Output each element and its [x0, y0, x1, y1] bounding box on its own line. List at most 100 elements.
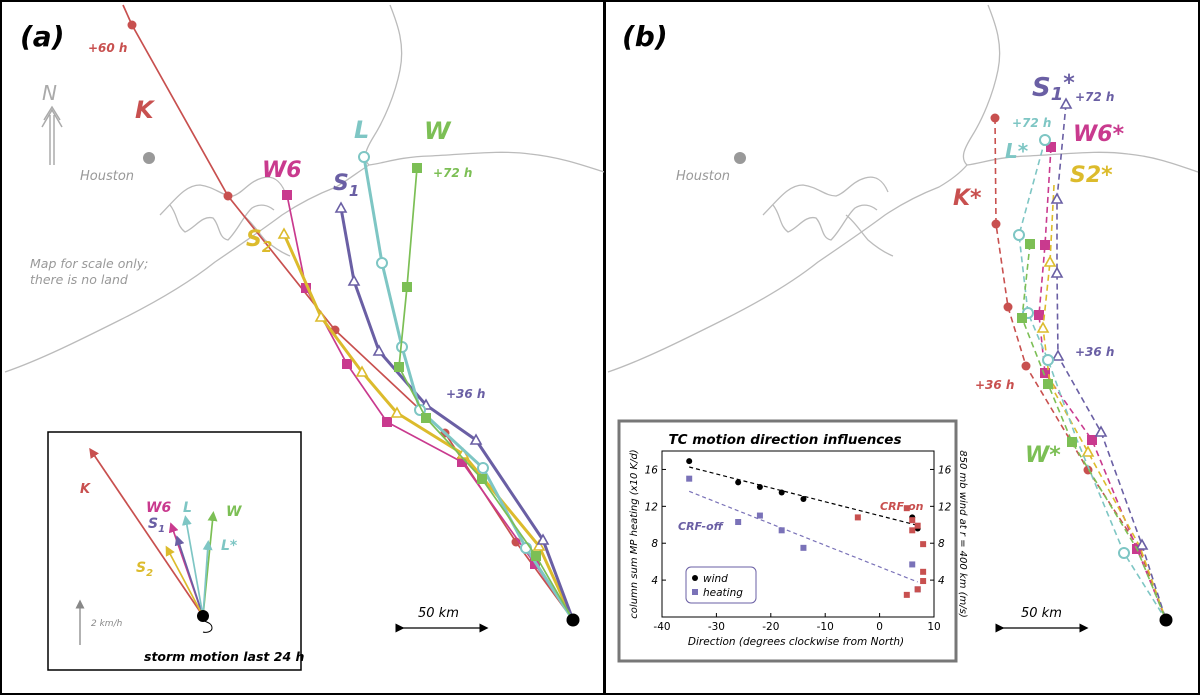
chart-ticks: -40 -30 -20 -10 0 10 4 8 12 16 4 8 12 16: [645, 464, 952, 633]
chart-title: TC motion direction influences: [668, 432, 901, 448]
x-tick-label: -30: [708, 621, 725, 633]
track-s2-markers: [277, 227, 546, 551]
label-s2-star: S2*: [1070, 163, 1113, 188]
point-heating: [735, 519, 742, 526]
panel-b-label: (b): [622, 20, 668, 53]
label-s1-star: S1*: [1032, 71, 1075, 105]
point-crf-on: [909, 517, 916, 524]
chart-points: [686, 458, 927, 598]
point-heating: [756, 512, 763, 519]
houston-dot-a: [143, 152, 155, 164]
label-s1: S1: [333, 171, 359, 200]
chart-inset: TC motion direction influences -40 -30 -20…: [617, 419, 968, 663]
track-l-star-markers: [1013, 134, 1130, 559]
fit-line-heating: [688, 490, 918, 583]
chart-annotation-crf-off: CRF-off: [678, 520, 725, 533]
y-tick-label-left: 12: [645, 501, 659, 513]
label-k-star: K*: [953, 186, 982, 211]
point-heating: [909, 561, 916, 568]
inset-speed-label: 2 km/h: [91, 619, 123, 629]
scale-label-a: 50 km: [418, 606, 459, 621]
houston-label-a: Houston: [80, 169, 134, 184]
inset-label-s2: S2: [136, 560, 153, 579]
inset-label-w6: W6: [146, 500, 171, 516]
north-arrow: [41, 105, 63, 165]
label-w: W: [424, 117, 452, 145]
inset-label-lstar: L*: [221, 538, 238, 554]
track-s1-star-markers: [1050, 97, 1149, 550]
houston-label-b: Houston: [676, 169, 730, 184]
point-crf-on: [920, 568, 927, 575]
track-w-star-markers: [1017, 239, 1077, 447]
chart-ylabel-left: column sum MP heating (x10 K/d): [629, 449, 640, 618]
point-crf-on: [854, 514, 861, 521]
label-l: L: [354, 116, 369, 144]
chart-ylabel-right: 850 mb wind at r = 400 km (m/s): [957, 450, 968, 618]
storm-origin-b: [1159, 613, 1173, 627]
x-tick-label: 10: [927, 621, 940, 633]
label-s2: S2: [246, 227, 272, 256]
y-tick-label-right: 16: [938, 464, 952, 476]
label-w6-star: W6*: [1073, 122, 1125, 147]
x-tick-label: 0: [876, 621, 883, 633]
label-l-star: L*: [1005, 139, 1029, 163]
y-tick-label-left: 16: [645, 464, 659, 476]
inset-storm-motion: [47, 431, 302, 671]
scale-label-b: 50 km: [1021, 606, 1062, 621]
time-label-s1-36h: +36 h: [1075, 345, 1114, 359]
point-wind: [686, 458, 693, 465]
time-label-l-72h: +72 h: [1012, 116, 1051, 130]
track-s1-markers: [334, 201, 550, 545]
track-w-star: [1021, 243, 1167, 621]
point-wind: [756, 483, 763, 490]
legend-heating-marker: [692, 589, 698, 595]
houston-dot-b: [734, 152, 746, 164]
chart-plot-area: [661, 450, 935, 618]
inset-label-s1: S1: [148, 516, 165, 535]
time-label-s1-72h: +72 h: [1075, 90, 1114, 104]
coastline-b: [607, 4, 1199, 373]
panel-a: (a) N Houston Map for scale only; there …: [0, 0, 605, 695]
time-label-72h: +72 h: [433, 166, 472, 180]
y-tick-label-left: 4: [651, 575, 658, 587]
inset-label-l: L: [183, 500, 192, 516]
y-tick-label-right: 8: [938, 538, 945, 550]
panel-b: (b) Houston: [604, 0, 1200, 695]
time-label-60h: +60 h: [88, 41, 127, 55]
point-heating: [686, 475, 693, 482]
chart-xlabel: Direction (degrees clockwise from North): [688, 636, 904, 648]
map-note-line2: there is no land: [30, 272, 128, 287]
legend-wind-marker: [692, 575, 698, 581]
legend-heating: heating: [703, 587, 743, 599]
point-heating: [778, 527, 785, 534]
track-w-markers: [394, 163, 541, 561]
storm-origin-a: [566, 613, 580, 627]
x-tick-label: -20: [762, 621, 779, 633]
label-w6: W6: [262, 158, 302, 183]
fit-line-wind: [689, 466, 918, 526]
label-k: K: [135, 96, 156, 124]
point-crf-on: [903, 505, 910, 512]
point-crf-on: [920, 541, 927, 548]
x-tick-label: -40: [653, 621, 670, 633]
point-wind: [778, 489, 785, 496]
y-tick-label-right: 12: [938, 501, 952, 513]
point-crf-on: [903, 591, 910, 598]
y-tick-label-left: 8: [651, 538, 658, 550]
label-w-star: W*: [1025, 443, 1061, 468]
x-tick-label: -10: [817, 621, 834, 633]
point-crf-on: [914, 586, 921, 593]
point-crf-on: [914, 522, 921, 529]
time-label-k-36h: +36 h: [975, 378, 1014, 392]
y-tick-label-right: 4: [938, 575, 945, 587]
point-wind: [735, 479, 742, 486]
chart-annotation-crf-on: CRF-on: [880, 500, 924, 513]
point-heating: [800, 544, 807, 551]
time-label-36h: +36 h: [446, 387, 485, 401]
panel-a-label: (a): [20, 20, 65, 53]
coastline-a: [4, 4, 605, 373]
point-wind: [800, 495, 807, 502]
legend-wind: wind: [703, 573, 728, 585]
inset-label-w: W: [226, 504, 242, 520]
